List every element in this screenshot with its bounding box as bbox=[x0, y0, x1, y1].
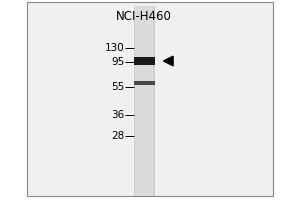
Text: 36: 36 bbox=[111, 110, 124, 120]
Bar bbox=[134, 6, 154, 196]
Polygon shape bbox=[164, 56, 173, 66]
Bar bbox=[27, 2, 273, 196]
Bar bbox=[135, 6, 153, 196]
Text: 28: 28 bbox=[111, 131, 124, 141]
Text: 55: 55 bbox=[111, 82, 124, 92]
Bar bbox=[134, 57, 154, 65]
Bar bbox=[134, 81, 154, 85]
Text: 130: 130 bbox=[105, 43, 124, 53]
Text: 95: 95 bbox=[111, 57, 124, 67]
Text: NCI-H460: NCI-H460 bbox=[116, 10, 172, 23]
